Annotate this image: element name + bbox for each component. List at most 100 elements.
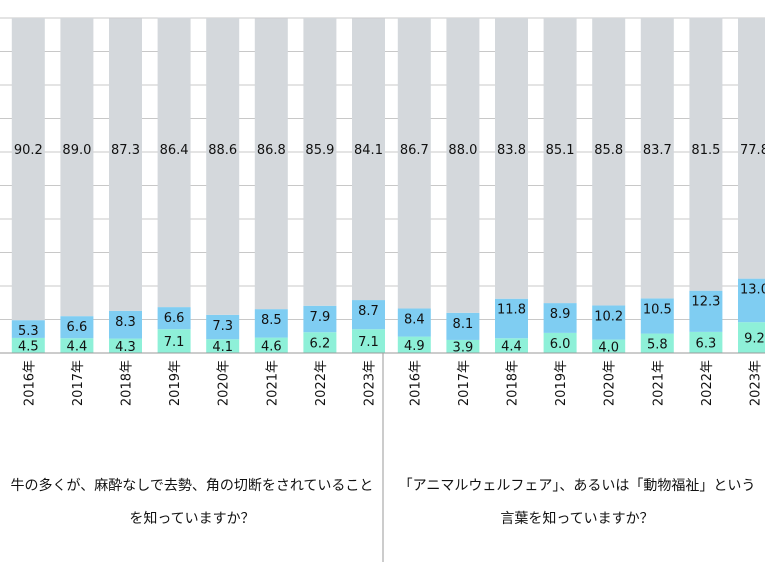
data-label: 4.1 [212, 340, 233, 355]
data-label: 11.8 [497, 303, 526, 318]
data-label: 86.8 [257, 143, 286, 158]
bar-segment [352, 329, 385, 353]
bar-segment [543, 332, 577, 353]
data-label: 8.7 [358, 304, 379, 319]
data-label: 12.3 [691, 295, 720, 310]
data-label: 5.8 [647, 337, 668, 352]
data-label: 83.7 [643, 143, 672, 158]
bar-segment [206, 314, 240, 340]
data-label: 8.9 [550, 307, 571, 322]
data-label: 88.0 [448, 143, 477, 158]
data-label: 9.2 [744, 332, 765, 347]
bar-segment [157, 307, 191, 330]
x-tick-label: 2021年 [265, 360, 280, 406]
bar-segment [446, 18, 480, 313]
data-label: 4.9 [404, 339, 425, 354]
bar-segment [689, 17, 723, 291]
data-label: 6.0 [550, 337, 571, 352]
bar-segment [60, 338, 94, 353]
bar-segment [640, 333, 674, 353]
bar-segment [11, 337, 45, 353]
bar-segment [495, 338, 528, 353]
data-label: 7.1 [358, 335, 379, 350]
data-label: 88.6 [208, 143, 237, 158]
bar-segment [543, 18, 577, 304]
x-tick-label: 2016年 [22, 360, 37, 406]
data-label: 4.5 [18, 339, 39, 354]
bar-segment [495, 298, 528, 339]
data-label: 4.4 [67, 340, 88, 355]
data-label: 5.3 [18, 324, 39, 339]
x-tick-label: 2018年 [120, 360, 135, 406]
bar-segment [689, 331, 723, 353]
bar-segment [397, 308, 431, 337]
data-label: 83.8 [497, 143, 526, 158]
bar-segment [352, 18, 385, 301]
data-label: 81.5 [691, 143, 720, 158]
data-label: 86.4 [160, 143, 189, 158]
data-label: 77.8 [740, 143, 765, 158]
data-label: 7.3 [212, 319, 233, 334]
x-tick-label: 2016年 [408, 360, 423, 406]
bar-segment [738, 18, 765, 279]
bar-segment [397, 336, 431, 353]
bar-segment [592, 339, 626, 353]
bar-segment [592, 305, 626, 340]
x-tick-label: 2019年 [554, 360, 569, 406]
data-label: 85.8 [594, 143, 623, 158]
bar-segment [543, 303, 577, 333]
data-label: 4.4 [501, 340, 522, 355]
bar-segment [60, 316, 94, 339]
data-label: 8.3 [115, 315, 136, 330]
bar-segment [446, 339, 480, 353]
data-label: 10.2 [594, 309, 623, 324]
data-label: 4.3 [115, 340, 136, 355]
bar-segment [303, 18, 337, 306]
data-label: 85.9 [305, 143, 334, 158]
data-label: 6.6 [67, 320, 88, 335]
bar-segment [11, 18, 45, 321]
x-tick-label: 2021年 [651, 360, 666, 406]
data-label: 86.7 [400, 143, 429, 158]
bar-segment [206, 339, 240, 353]
bar-segment [592, 18, 626, 306]
data-label: 85.1 [546, 143, 575, 158]
bar-segment [254, 309, 288, 338]
bar-segment [495, 18, 528, 299]
bar-segment [640, 298, 674, 334]
bar-segment [109, 338, 142, 353]
bar-segment [60, 18, 94, 317]
bar-segment [11, 320, 45, 338]
x-tick-label: 2019年 [168, 360, 183, 406]
bar-segment [206, 18, 240, 315]
data-label: 6.3 [696, 336, 717, 351]
data-label: 90.2 [14, 143, 43, 158]
x-tick-label: 2023年 [363, 360, 378, 406]
data-label: 8.5 [261, 313, 282, 328]
bar-segment [109, 18, 142, 311]
x-tick-label: 2022年 [700, 360, 715, 406]
data-label: 84.1 [354, 143, 383, 158]
bar-segment [303, 332, 337, 353]
x-tick-label: 2020年 [217, 360, 232, 406]
bar-segment [254, 18, 288, 310]
data-label: 7.1 [164, 335, 185, 350]
bar-segment [689, 290, 723, 332]
x-tick-label: 2017年 [457, 360, 472, 406]
group-caption-2: 「アニマルウェルフェア」、あるいは「動物福祉」という言葉を知っていますか？ [398, 478, 756, 527]
bar-segment [738, 322, 765, 353]
bar-segment [157, 17, 191, 308]
bar-segment [303, 305, 337, 333]
data-label: 89.0 [62, 143, 91, 158]
data-label: 7.9 [310, 310, 331, 325]
bar-segment [109, 310, 142, 339]
data-label: 8.1 [453, 317, 474, 332]
data-label: 3.9 [453, 340, 474, 355]
bar-segment [446, 312, 480, 340]
bar-segment [254, 337, 288, 353]
x-tick-label: 2022年 [314, 360, 329, 406]
x-tick-label: 2020年 [603, 360, 618, 406]
x-tick-label: 2023年 [749, 360, 764, 406]
data-label: 6.2 [310, 337, 331, 352]
